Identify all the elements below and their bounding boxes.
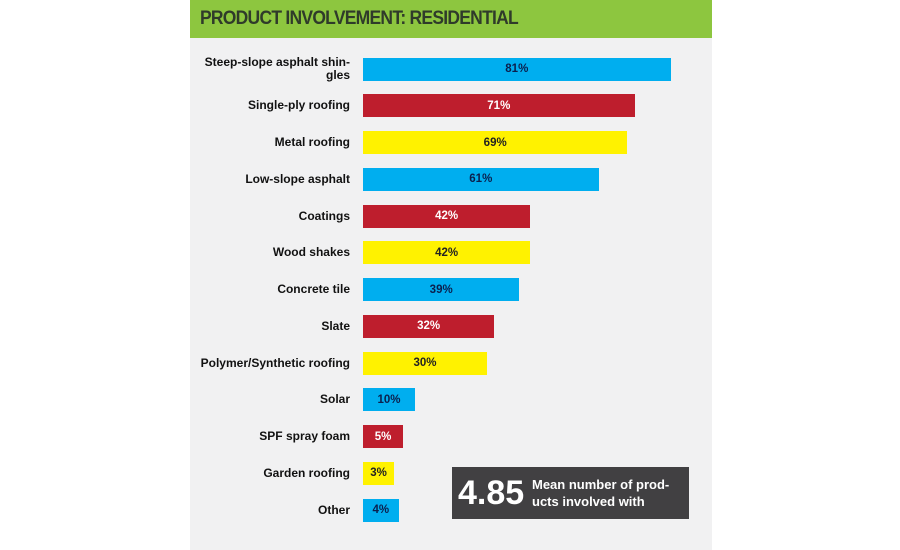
data-label: 39% — [429, 283, 453, 296]
data-label: 4% — [372, 504, 390, 516]
mean-value: 4.85 — [458, 474, 525, 512]
category-label: Low-slope asphalt — [245, 171, 350, 186]
chart-header: PRODUCT INVOLVEMENT: RESIDENTIAL — [190, 0, 712, 38]
bar: 4% — [363, 498, 399, 522]
category-label: Other — [317, 502, 350, 517]
category-label: Concrete tile — [277, 282, 350, 296]
bar: 69% — [363, 131, 628, 154]
data-label: 42% — [435, 210, 459, 222]
bar: 42% — [363, 241, 531, 265]
data-label: 81% — [505, 63, 529, 75]
data-label: 42% — [435, 246, 459, 259]
data-label: 71% — [487, 99, 511, 112]
data-label: 30% — [413, 357, 437, 369]
bar: 39% — [363, 278, 520, 301]
category-label: Polymer/Synthetic roofing — [200, 355, 350, 370]
mean-callout: 4.85 Mean number of prod-ucts involved w… — [452, 467, 689, 519]
category-label: Steep-slope asphalt shin-gles — [204, 55, 350, 82]
data-label: 5% — [374, 430, 392, 443]
bar: 71% — [363, 94, 635, 118]
category-label: Solar — [319, 392, 350, 407]
bar: 61% — [363, 167, 599, 191]
bar: 32% — [363, 314, 495, 338]
data-label: 61% — [469, 173, 493, 186]
category-label: Slate — [321, 318, 350, 333]
chart-title: PRODUCT INVOLVEMENT: RESIDENTIAL — [200, 8, 519, 29]
category-label: Coatings — [298, 208, 350, 223]
mean-description: Mean number of prod-ucts involved with — [532, 477, 670, 509]
category-label: Single-ply roofing — [248, 98, 350, 113]
data-label: 32% — [417, 320, 441, 333]
category-label: Metal roofing — [274, 135, 350, 149]
data-label: 69% — [483, 136, 507, 149]
category-label: SPF spray foam — [259, 429, 350, 443]
category-label: Wood shakes — [272, 245, 350, 260]
bar: 30% — [363, 351, 487, 375]
bar: 81% — [363, 57, 671, 81]
bar: 10% — [363, 388, 415, 412]
chart-panel: PRODUCT INVOLVEMENT: RESIDENTIAL Steep-s… — [190, 0, 712, 550]
category-label: Garden roofing — [263, 465, 350, 480]
bar: 3% — [363, 461, 395, 485]
bar: 42% — [363, 204, 531, 228]
data-label: 3% — [370, 467, 387, 480]
bar: 5% — [363, 425, 403, 448]
data-label: 10% — [377, 393, 401, 406]
